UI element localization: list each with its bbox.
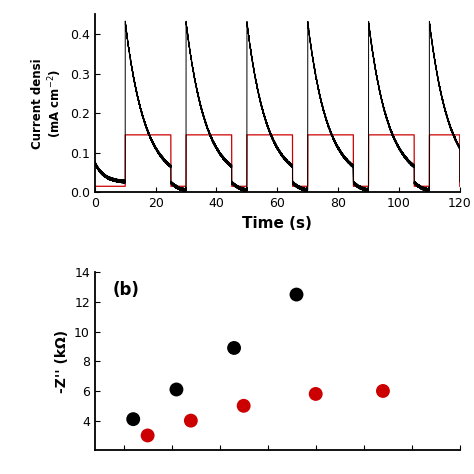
- Point: [129, 415, 137, 423]
- Point: [240, 402, 247, 410]
- Point: [187, 417, 195, 424]
- X-axis label: Time (s): Time (s): [242, 216, 312, 231]
- Point: [312, 390, 319, 398]
- Point: [230, 344, 238, 352]
- Point: [144, 432, 151, 439]
- Y-axis label: -Z'' (kΩ): -Z'' (kΩ): [55, 330, 69, 393]
- Point: [293, 291, 301, 298]
- Point: [173, 386, 180, 393]
- Point: [379, 387, 387, 395]
- Text: (b): (b): [113, 281, 140, 299]
- Y-axis label: Current densi
(mA cm$^{-2}$): Current densi (mA cm$^{-2}$): [31, 58, 64, 148]
